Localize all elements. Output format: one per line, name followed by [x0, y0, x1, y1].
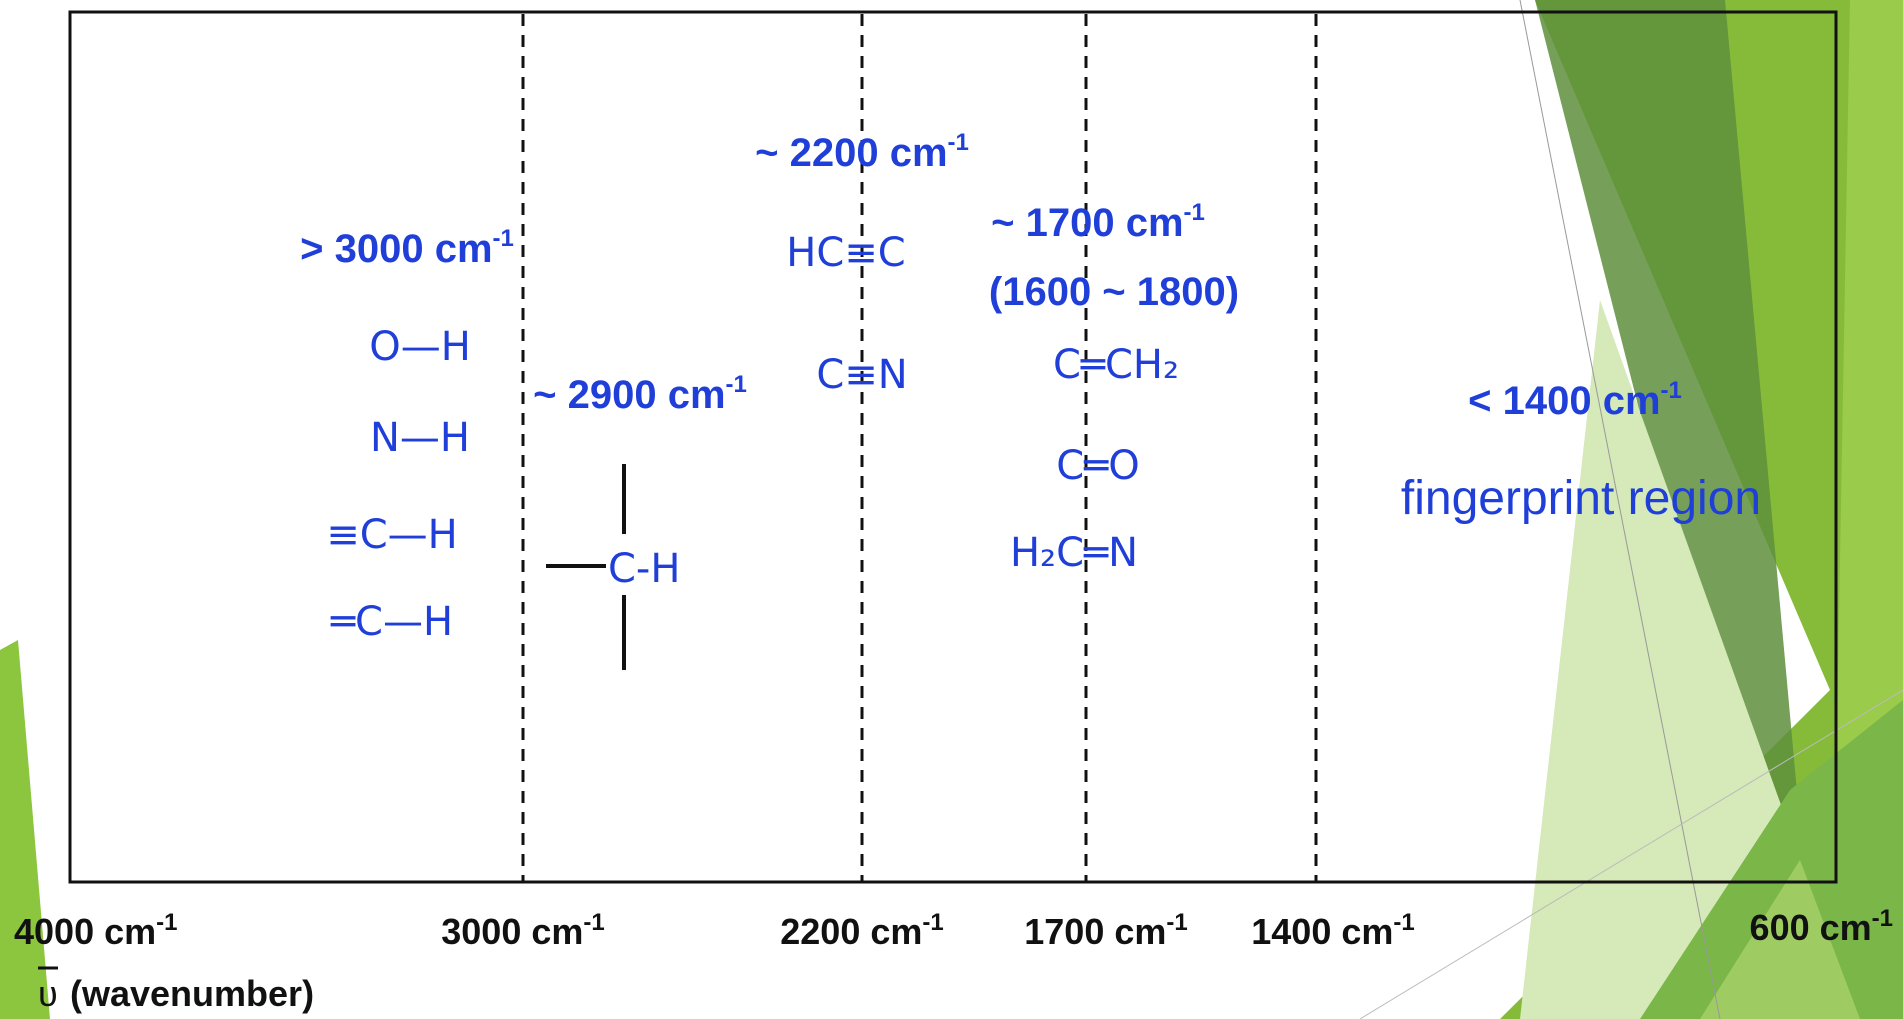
- label-text: ~ 2200 cm: [755, 131, 947, 175]
- region-label: ~ 2200 cm-1: [755, 129, 969, 175]
- fingerprint-caption: fingerprint region: [1401, 472, 1761, 525]
- superscript: -1: [1661, 377, 1682, 404]
- superscript: -1: [493, 225, 514, 252]
- label-text: ~ 1700 cm: [991, 201, 1183, 245]
- group: ≡C—H: [326, 512, 458, 558]
- region-label: ~ 1700 cm-1: [991, 199, 1205, 245]
- region-label: ~ 2900 cm-1: [533, 371, 747, 417]
- plot-frame: [68, 10, 1838, 884]
- label-text: ~ 2900 cm: [533, 373, 725, 417]
- axis-tick-label: 1400 cm-1: [1251, 909, 1414, 952]
- superscript: -1: [1166, 909, 1187, 936]
- axis-tick-label: 3000 cm-1: [441, 909, 604, 952]
- methyl-bonds: [546, 464, 626, 670]
- group: C-H: [608, 546, 680, 592]
- superscript: -1: [726, 371, 747, 398]
- superscript: -1: [1872, 905, 1893, 932]
- axis-tick-label: 1700 cm-1: [1024, 909, 1187, 952]
- group: ═C—H: [330, 599, 453, 645]
- group: C═O: [1056, 443, 1140, 489]
- group: N—H: [370, 415, 470, 461]
- superscript: -1: [922, 909, 943, 936]
- label-text: 4000 cm: [14, 911, 156, 952]
- group: O—H: [369, 324, 471, 370]
- superscript: -1: [1184, 199, 1205, 226]
- superscript: -1: [583, 909, 604, 936]
- axis-tick-label: 600 cm-1: [1750, 905, 1893, 948]
- label-text: 2200 cm: [780, 911, 922, 952]
- region-label: < 1400 cm-1: [1468, 377, 1682, 423]
- label-text: 1700 cm: [1024, 911, 1166, 952]
- group: HC≡C: [786, 230, 905, 276]
- label-text: 1400 cm: [1251, 911, 1393, 952]
- superscript: -1: [948, 129, 969, 156]
- axis-tick-label: 2200 cm-1: [780, 909, 943, 952]
- group: C≡N: [816, 352, 907, 398]
- label-text: < 1400 cm: [1468, 379, 1660, 423]
- superscript: -1: [156, 909, 177, 936]
- label-text: 3000 cm: [441, 911, 583, 952]
- group: C═CH₂: [1053, 342, 1179, 388]
- superscript: -1: [1393, 909, 1414, 936]
- group: H₂C═N: [1010, 530, 1138, 576]
- axis-tick-label: 4000 cm-1: [14, 909, 177, 952]
- axis-title: (wavenumber): [70, 973, 314, 1014]
- label-text: 600 cm: [1750, 907, 1872, 948]
- range-label: (1600 ~ 1800): [989, 270, 1239, 314]
- region-label: > 3000 cm-1: [300, 225, 514, 271]
- axis-symbol: υ: [38, 973, 58, 1014]
- label-text: > 3000 cm: [300, 227, 492, 271]
